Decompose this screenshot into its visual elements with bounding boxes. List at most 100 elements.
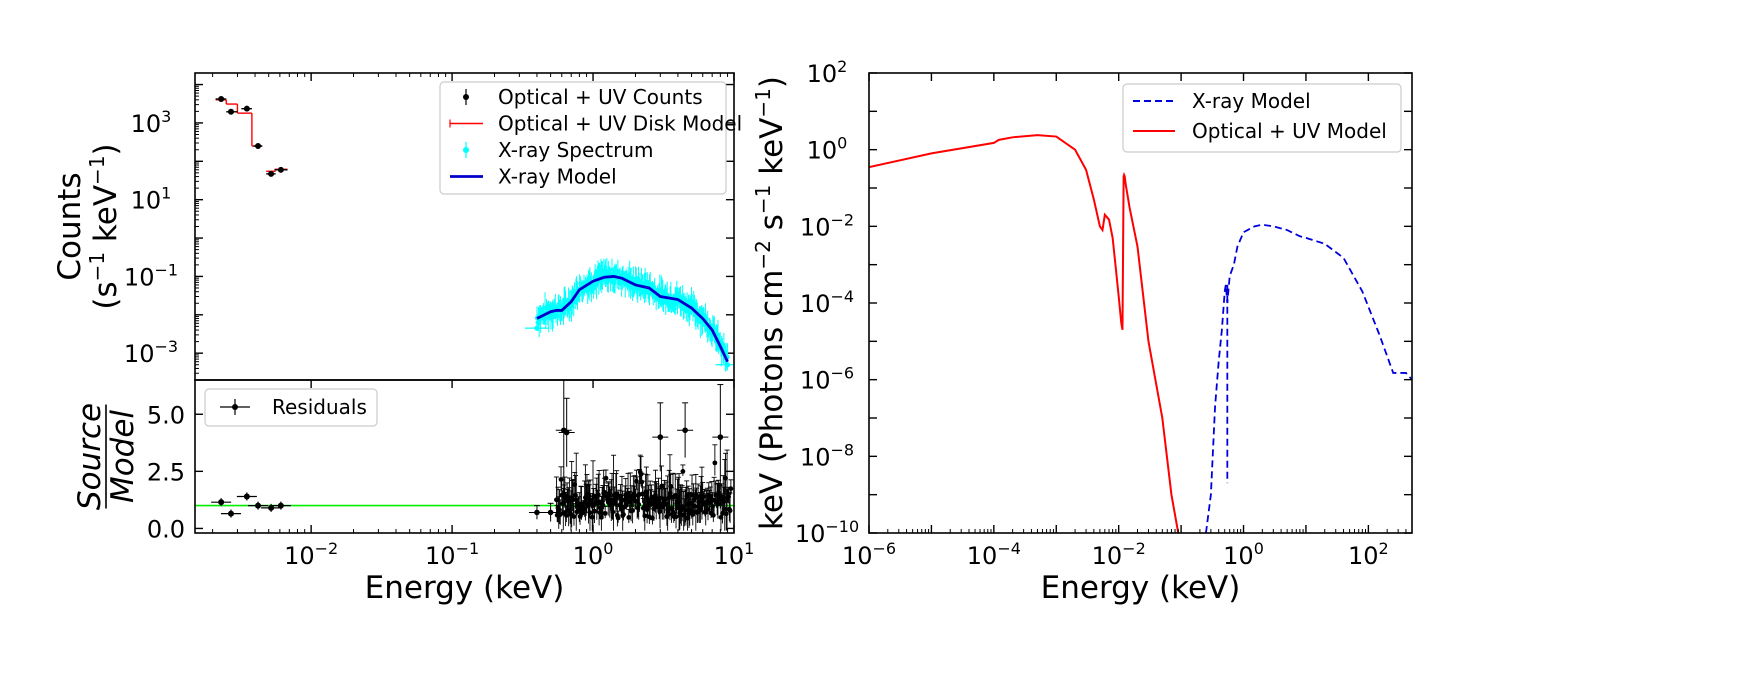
residual-point: [589, 514, 595, 520]
y-tick-label: 10−10: [795, 517, 859, 548]
optical-point: [218, 96, 225, 103]
x-tick-label: 10−1: [425, 539, 479, 570]
y-axis-title: keV (Photons cm−2 s−1 keV−1): [751, 76, 790, 530]
xray-point: [660, 289, 665, 294]
residual-point: [712, 460, 718, 466]
residual-point: [255, 502, 262, 509]
plot-area: [195, 380, 734, 531]
residual-point: [636, 502, 642, 507]
y-tick-label: 0.0: [147, 515, 185, 543]
axes-frame: [194, 379, 735, 534]
model-panel: 10−6 10−4 10−2 100 102 10−10 10−8 10−6 10−4 10−2 1…: [751, 57, 1413, 606]
legend-label: X-ray Model: [1192, 89, 1311, 113]
legend-label: Optical + UV Model: [1192, 119, 1387, 143]
plot-area: [869, 134, 1412, 533]
legend-frame: [439, 81, 727, 195]
residual-point: [268, 504, 275, 511]
x-tick-label: 10−6: [842, 539, 896, 570]
xray-model-line: [1205, 223, 1412, 533]
residual-point: [592, 508, 597, 514]
xray-model-line: [536, 275, 729, 363]
y-axis-title-line1: Counts: [52, 172, 88, 280]
legend-marker-point: [463, 94, 469, 100]
y-tick-label: 10−3: [124, 337, 178, 368]
y-tick-label: 10−2: [800, 210, 854, 241]
residual-point: [558, 477, 564, 482]
y-tick-label: 5.0: [147, 401, 185, 429]
residual-point: [603, 475, 609, 481]
xray-point: [724, 362, 731, 368]
x-axis-title: Energy (keV): [365, 570, 565, 606]
residuals-panel: 10−2 10−1 100 101 0.0 2.5 5.0 Energy (keV) Sourc…: [72, 379, 755, 606]
residual-point: [727, 508, 733, 514]
residual-point: [547, 509, 554, 516]
residual-point: [615, 515, 621, 521]
optical-point: [268, 170, 275, 177]
spectrum-legend: Optical + UV Counts Optical + UV Disk Mod…: [439, 81, 742, 195]
residual-point: [642, 513, 648, 519]
residual-point: [632, 493, 638, 498]
residual-point: [602, 489, 607, 495]
x-tick-label: 10−2: [284, 539, 338, 570]
y-tick-label: 10−8: [800, 440, 854, 471]
y-tick-label: 2.5: [147, 458, 185, 486]
residual-point: [657, 434, 664, 440]
x-axis-title: Energy (keV): [1041, 570, 1241, 606]
xray-point: [619, 281, 624, 286]
residual-point: [610, 509, 616, 515]
residual-point: [587, 510, 593, 516]
legend-label: Residuals: [272, 395, 367, 419]
y-tick-label: 102: [807, 57, 848, 88]
residual-point: [728, 486, 734, 492]
residual-point: [277, 502, 284, 509]
optical-uv-model-line: [869, 134, 1180, 533]
residual-point: [682, 427, 688, 434]
y-tick-label: 101: [131, 184, 172, 215]
residual-point: [563, 429, 570, 436]
residuals-legend: Residuals: [204, 388, 378, 427]
residual-point: [557, 507, 562, 513]
residual-point: [639, 479, 645, 485]
legend-marker-point: [232, 404, 238, 410]
optical-point: [277, 166, 284, 173]
residual-point: [657, 508, 663, 514]
residual-point: [602, 510, 608, 516]
residual-point: [710, 512, 716, 518]
x-tick-label: 100: [1223, 539, 1264, 570]
y-tick-label: 100: [807, 134, 848, 165]
residual-point: [218, 499, 225, 506]
y-axis-title-denominator: Model: [105, 410, 141, 503]
residual-point: [630, 508, 636, 513]
residual-point: [717, 434, 724, 440]
residual-point: [534, 509, 540, 516]
y-tick-label: 103: [131, 107, 172, 138]
model-legend: X-ray Model Optical + UV Model: [1122, 83, 1402, 153]
legend-label: X-ray Spectrum: [498, 138, 654, 162]
x-tick-label: 101: [714, 539, 755, 570]
residual-point: [621, 512, 626, 517]
residual-point: [680, 468, 686, 474]
y-axis-title-numerator: Source: [72, 403, 108, 510]
residual-point: [673, 514, 679, 520]
optical-point: [255, 143, 262, 150]
optical-point: [227, 108, 234, 115]
y-axis-title-line2: (s−1 keV−1): [85, 143, 124, 309]
residual-point: [243, 493, 250, 500]
legend-label: Optical + UV Disk Model: [498, 112, 742, 136]
legend-frame: [204, 388, 378, 427]
xray-spectrum-series: [524, 258, 734, 372]
legend-label: X-ray Model: [498, 165, 617, 189]
y-tick-label: 10−1: [124, 260, 178, 291]
x-tick-label: 100: [573, 539, 614, 570]
x-tick-label: 10−2: [1092, 539, 1146, 570]
y-tick-label: 10−6: [800, 364, 854, 395]
residual-point: [563, 513, 569, 518]
residual-point: [723, 511, 729, 517]
xray-point: [534, 325, 540, 331]
residual-point: [638, 471, 644, 477]
axes-frame: [868, 72, 1413, 534]
x-tick-label: 102: [1348, 539, 1389, 570]
plot-area: [215, 96, 734, 372]
residual-point: [227, 510, 234, 517]
